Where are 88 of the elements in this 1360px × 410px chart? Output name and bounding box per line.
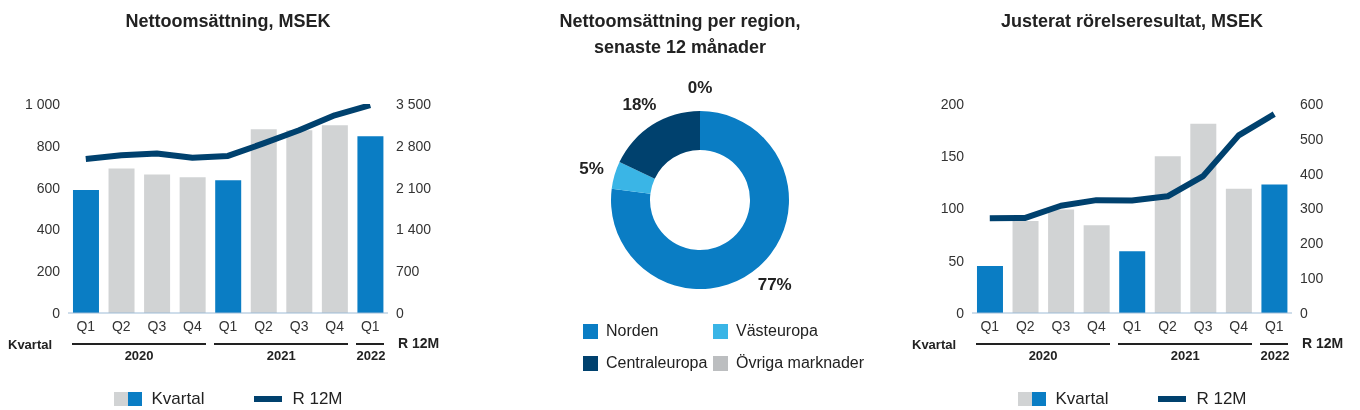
y2-tick-label: 0 (1300, 304, 1308, 321)
data-label: 5% (579, 158, 604, 178)
y2-tick-label: 200 (1300, 235, 1324, 252)
y-tick-label: 100 (940, 200, 965, 217)
legend-label: Norden (606, 322, 659, 340)
y-tick-label: 600 (36, 179, 61, 196)
y-tick-label: 800 (36, 137, 61, 154)
text: 2020 (976, 343, 1111, 363)
bar (286, 130, 313, 313)
text: 2022 (1260, 343, 1290, 363)
data-label: 18% (622, 95, 657, 115)
x-tick-label: Q2 (254, 317, 274, 334)
y2-tick-label: 400 (1300, 165, 1324, 182)
text: 2020 (72, 343, 207, 363)
y-tick-label: 1 000 (24, 95, 61, 112)
y2-tick-label: 3 500 (396, 95, 432, 112)
bar (72, 190, 99, 313)
bar (215, 180, 242, 313)
bar (108, 168, 135, 313)
donut-slice (611, 162, 655, 194)
chart-title: Justerat rörelseresultat, MSEK (1000, 10, 1264, 33)
x-axis-title: Kvartal (912, 337, 957, 352)
y-tick-label: 50 (948, 252, 965, 269)
bar (179, 177, 206, 313)
donut-slice (611, 111, 789, 289)
x-tick-label: Q1 (218, 317, 238, 334)
y2-tick-label: 1 400 (396, 221, 432, 238)
bar (1154, 156, 1181, 313)
y2-tick-label: 700 (396, 263, 420, 280)
legend-label: Kvartal (151, 389, 205, 409)
y2-tick-label: 100 (1300, 270, 1324, 287)
y-tick-label: 150 (940, 148, 965, 165)
data-label: 77% (757, 275, 792, 295)
y-tick-label: 400 (36, 221, 61, 238)
donut-slice (619, 111, 700, 179)
legend-label: Övriga marknader (736, 354, 865, 372)
legend-label: Centraleuropa (606, 354, 708, 372)
y2-tick-label: 2 100 (396, 179, 432, 196)
bar (321, 125, 348, 313)
y-tick-label: 0 (52, 304, 61, 321)
y-tick-label: 200 (36, 263, 61, 280)
text: 2021 (1118, 343, 1253, 363)
bar (1225, 188, 1252, 313)
x-tick-label: Q1 (76, 317, 96, 334)
legend-label: Västeuropa (736, 322, 818, 340)
legend-label: R 12M (292, 389, 343, 409)
y2-tick-label: 2 800 (396, 137, 432, 154)
x-tick-label: Q4 (1087, 317, 1106, 334)
x-tick-label: Q3 (289, 317, 309, 334)
chart-title: Nettoomsättning per region, senaste 12 månader (559, 11, 801, 57)
y2-tick-label: 0 (396, 304, 404, 321)
bar (1083, 225, 1110, 313)
y-tick-label: 200 (940, 95, 965, 112)
x-tick-label: Q1 (360, 317, 380, 334)
bar (1261, 184, 1288, 313)
x-tick-label: Q2 (111, 317, 131, 334)
chart-title: Nettoomsättning, MSEK (125, 10, 331, 33)
x-tick-label: Q3 (147, 317, 167, 334)
bar (1048, 209, 1075, 313)
x-tick-label: Q1 (1122, 317, 1142, 334)
y2-axis-title: R 12M (398, 335, 440, 351)
legend-label: Kvartal (1055, 389, 1109, 409)
y2-axis-title: R 12M (1302, 335, 1344, 351)
x-tick-label: Q4 (1229, 317, 1249, 334)
bar (250, 129, 277, 313)
x-tick-label: Q3 (1051, 317, 1071, 334)
legend-label: R 12M (1196, 389, 1247, 409)
y-tick-label: 0 (956, 304, 965, 321)
bar (1190, 123, 1217, 313)
text: 0% (687, 77, 713, 97)
y2-tick-label: 300 (1300, 200, 1324, 217)
x-tick-label: Q4 (325, 317, 345, 334)
x-axis-title: Kvartal (8, 337, 53, 352)
text: 2022 (356, 343, 386, 363)
x-tick-label: Q4 (183, 317, 202, 334)
bar (1012, 221, 1039, 313)
bar (144, 174, 171, 313)
text: 2021 (214, 343, 349, 363)
x-tick-label: Q3 (1193, 317, 1213, 334)
bar (1119, 251, 1146, 313)
x-tick-label: Q2 (1158, 317, 1178, 334)
x-tick-label: Q1 (1264, 317, 1284, 334)
x-tick-label: Q2 (1015, 317, 1035, 334)
y2-tick-label: 600 (1300, 95, 1324, 112)
y2-tick-label: 500 (1300, 130, 1324, 147)
bar (357, 136, 384, 313)
x-tick-label: Q1 (980, 317, 1000, 334)
bar (976, 265, 1003, 313)
